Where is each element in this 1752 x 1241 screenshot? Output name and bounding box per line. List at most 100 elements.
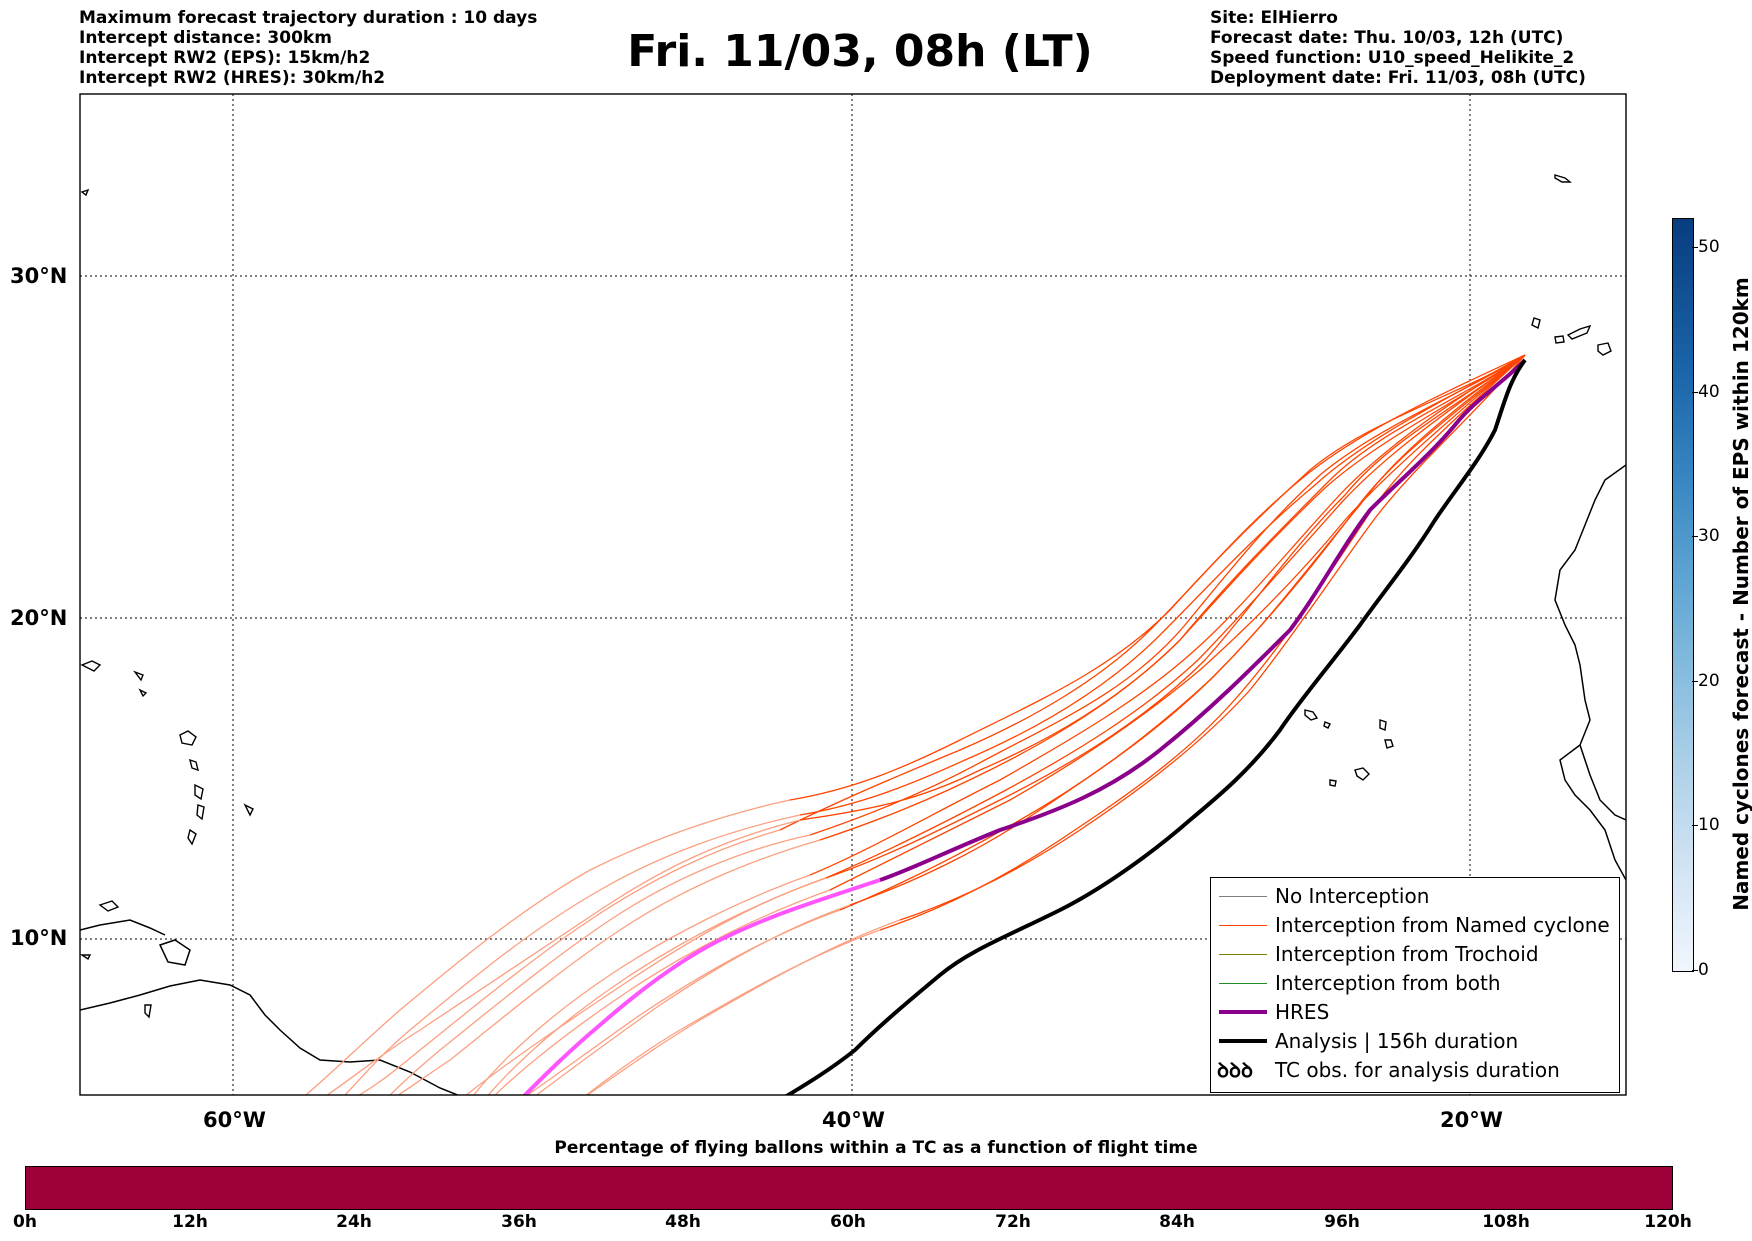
analysis-trajectory xyxy=(784,358,1527,1095)
legend-item-no-interception: No Interception xyxy=(1211,882,1619,911)
island-madeira xyxy=(1554,174,1572,183)
flight-time-tick: 24h xyxy=(336,1212,372,1232)
hres-trajectory-late xyxy=(879,358,1527,882)
lat-label-20n: 20°N xyxy=(10,606,68,630)
legend-item-analysis: Analysis | 156h duration xyxy=(1211,1027,1619,1056)
eps-trajectory xyxy=(357,829,781,1095)
header-left-line: Intercept distance: 300km xyxy=(79,28,332,48)
colorbar-tickmark xyxy=(1692,970,1698,971)
islands xyxy=(80,174,1612,1019)
island-cape-verde xyxy=(1354,767,1370,781)
flight-time-tick: 120h xyxy=(1644,1212,1692,1232)
island-cape-verde xyxy=(1304,709,1319,721)
eps-trajectory xyxy=(825,354,1526,879)
legend-swatch xyxy=(1219,954,1267,955)
legend-swatch xyxy=(1219,925,1267,926)
colorbar-tickmark xyxy=(1692,536,1698,537)
legend-swatch xyxy=(1219,983,1267,984)
colorbar-label: Named cyclones forecast - Number of EPS … xyxy=(1729,277,1752,911)
island-caribbean xyxy=(243,803,254,817)
island-cape-verde xyxy=(1379,719,1387,731)
colorbar xyxy=(1672,218,1694,972)
legend-label: Interception from Named cyclone xyxy=(1275,913,1610,937)
colorbar-tick: 40 xyxy=(1698,382,1720,402)
legend-label: TC obs. for analysis duration xyxy=(1275,1058,1560,1082)
island-caribbean xyxy=(179,730,197,746)
island-caribbean xyxy=(98,900,120,912)
island-caribbean xyxy=(144,1004,152,1019)
eps-trajectory xyxy=(473,874,811,1095)
header-left-line: Intercept RW2 (EPS): 15km/h2 xyxy=(79,48,371,68)
lon-label-60w: 60°W xyxy=(203,1108,266,1132)
island-cape-verde xyxy=(1323,721,1331,729)
header-left: Maximum forecast trajectory duration : 1… xyxy=(79,8,537,88)
legend-item-tc-obs: ꝺꝺꝺ TC obs. for analysis duration xyxy=(1211,1056,1619,1085)
legend-swatch xyxy=(1219,1039,1267,1043)
legend-label: Analysis | 156h duration xyxy=(1275,1029,1519,1053)
page-title: Fri. 11/03, 08h (LT) xyxy=(627,26,1093,77)
coastline-venezuela-north xyxy=(80,919,166,936)
island-caribbean xyxy=(189,758,199,772)
legend-item-named-cyclone: Interception from Named cyclone xyxy=(1211,911,1619,940)
island-caribbean xyxy=(80,954,92,961)
header-left-line: Maximum forecast trajectory duration : 1… xyxy=(79,8,538,28)
legend-swatch xyxy=(1219,1010,1267,1014)
colorbar-tick: 10 xyxy=(1698,815,1720,835)
colorbar-tick: 20 xyxy=(1698,671,1720,691)
eps-trajectory xyxy=(326,819,801,1095)
eps-trajectory xyxy=(487,877,827,1095)
eps-trajectory xyxy=(343,814,801,1095)
island-cape-verde xyxy=(1329,779,1337,787)
header-right-line: Forecast date: Thu. 10/03, 12h (UTC) xyxy=(1210,28,1564,48)
legend-label: Interception from both xyxy=(1275,971,1501,995)
legend-item-trochoid: Interception from Trochoid xyxy=(1211,940,1619,969)
legend: No Interception Interception from Named … xyxy=(1210,877,1620,1093)
eps-trajectory xyxy=(829,354,1526,891)
eps-trajectories-early xyxy=(304,799,901,1095)
header-right-line: Site: ElHierro xyxy=(1210,8,1338,28)
flight-time-tick: 0h xyxy=(13,1212,37,1232)
eps-trajectory xyxy=(809,354,1526,836)
lat-label-10n: 10°N xyxy=(10,926,68,950)
legend-swatch xyxy=(1219,896,1267,897)
eps-trajectories-named-cyclone xyxy=(779,354,1526,931)
eps-trajectory xyxy=(879,354,1526,931)
colorbar-tickmark xyxy=(1692,681,1698,682)
hres-trajectory-early xyxy=(522,878,881,1095)
eps-trajectory xyxy=(779,354,1526,831)
eps-trajectory xyxy=(586,919,901,1095)
flight-time-tick: 60h xyxy=(830,1212,866,1232)
eps-trajectory xyxy=(789,354,1526,801)
eps-trajectory xyxy=(819,354,1526,841)
colorbar-tickmark xyxy=(1692,247,1698,248)
eps-trajectory xyxy=(799,354,1526,816)
island-caribbean xyxy=(187,828,197,846)
coastline-south-america xyxy=(80,979,460,1095)
cyclone-symbols-icon: ꝺꝺꝺ xyxy=(1217,1058,1253,1082)
island-cape-verde xyxy=(1384,739,1394,749)
legend-label: Interception from Trochoid xyxy=(1275,942,1539,966)
colorbar-tick: 30 xyxy=(1698,526,1720,546)
coastline-west-africa xyxy=(1554,464,1626,821)
legend-item-both: Interception from both xyxy=(1211,969,1619,998)
eps-trajectory xyxy=(839,354,1526,911)
eps-trajectory xyxy=(389,834,811,1095)
flight-time-tick: 84h xyxy=(1159,1212,1195,1232)
colorbar-tickmark xyxy=(1692,825,1698,826)
island-caribbean xyxy=(196,804,205,821)
header-right-line: Deployment date: Fri. 11/03, 08h (UTC) xyxy=(1210,68,1586,88)
eps-trajectory xyxy=(899,354,1526,921)
colorbar-tickmark xyxy=(1692,392,1698,393)
flight-time-bar-title: Percentage of flying ballons within a TC… xyxy=(554,1138,1198,1158)
coastline-west-africa-south xyxy=(1559,744,1626,881)
legend-label: HRES xyxy=(1275,1000,1330,1024)
island-canary xyxy=(1566,324,1592,340)
eps-trajectory xyxy=(585,929,881,1095)
flight-time-tick: 72h xyxy=(995,1212,1031,1232)
gridlines xyxy=(80,94,1626,1095)
island-caribbean xyxy=(80,188,90,197)
coastlines xyxy=(80,464,1626,1095)
colorbar-tick: 0 xyxy=(1698,960,1709,980)
eps-trajectory xyxy=(397,839,821,1095)
